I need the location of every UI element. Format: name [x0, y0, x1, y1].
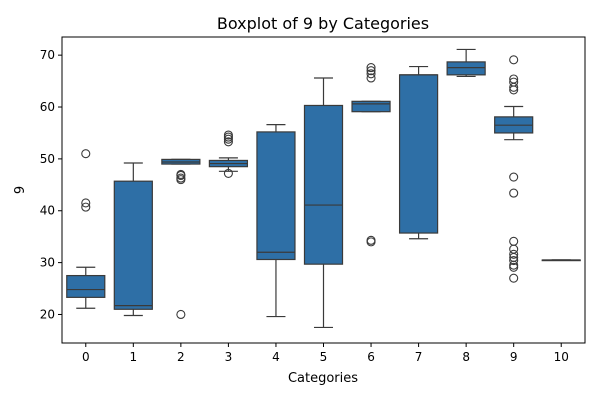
outlier-point [176, 173, 186, 183]
y-tick-label: 50 [40, 152, 55, 166]
y-tick-label: 20 [40, 307, 55, 321]
outlier-point [509, 188, 519, 198]
outlier-point [509, 77, 519, 87]
y-axis-label: 9 [13, 186, 28, 194]
y-tick-label: 60 [40, 100, 55, 114]
box-iqr [256, 131, 296, 261]
box-iqr [351, 100, 391, 113]
outlier-point [509, 262, 519, 272]
x-tick-label: 6 [367, 350, 375, 364]
outlier-point [81, 149, 91, 159]
y-tick-label: 40 [40, 204, 55, 218]
box-iqr [66, 274, 106, 298]
outlier-point [366, 63, 376, 73]
outlier-point [509, 249, 519, 259]
outlier-point [223, 130, 233, 140]
outlier-point [509, 236, 519, 246]
x-axis-label: Categories [288, 371, 358, 386]
outlier-point [81, 198, 91, 208]
outlier-point [366, 73, 376, 83]
chart-title: Boxplot of 9 by Categories [217, 14, 429, 33]
box-iqr [398, 74, 439, 234]
x-tick-label: 10 [554, 350, 569, 364]
x-tick-label: 7 [415, 350, 423, 364]
x-tick-label: 4 [272, 350, 280, 364]
x-tick-label: 2 [177, 350, 185, 364]
box-iqr [446, 61, 486, 76]
outlier-point [81, 202, 91, 212]
outlier-point [509, 55, 519, 65]
x-tick-label: 1 [129, 350, 137, 364]
outlier-point [223, 137, 233, 147]
x-tick-label: 9 [510, 350, 518, 364]
y-tick-label: 70 [40, 48, 55, 62]
outlier-point [509, 273, 519, 283]
outlier-point [176, 169, 186, 179]
outlier-point [509, 255, 519, 266]
y-tick-label: 30 [40, 256, 55, 270]
x-tick-label: 5 [320, 350, 328, 364]
plot-area-frame [61, 36, 586, 344]
x-tick-label: 0 [82, 350, 90, 364]
outlier-point [176, 309, 186, 320]
outlier-point [366, 69, 376, 79]
outlier-point [509, 172, 519, 182]
outlier-point [223, 168, 233, 178]
box-iqr [113, 180, 153, 310]
outlier-point [509, 74, 519, 84]
x-tick-label: 8 [462, 350, 470, 364]
box-iqr [303, 104, 344, 265]
outlier-point [366, 66, 376, 76]
outlier-point [366, 235, 376, 245]
x-tick-label: 3 [225, 350, 233, 364]
